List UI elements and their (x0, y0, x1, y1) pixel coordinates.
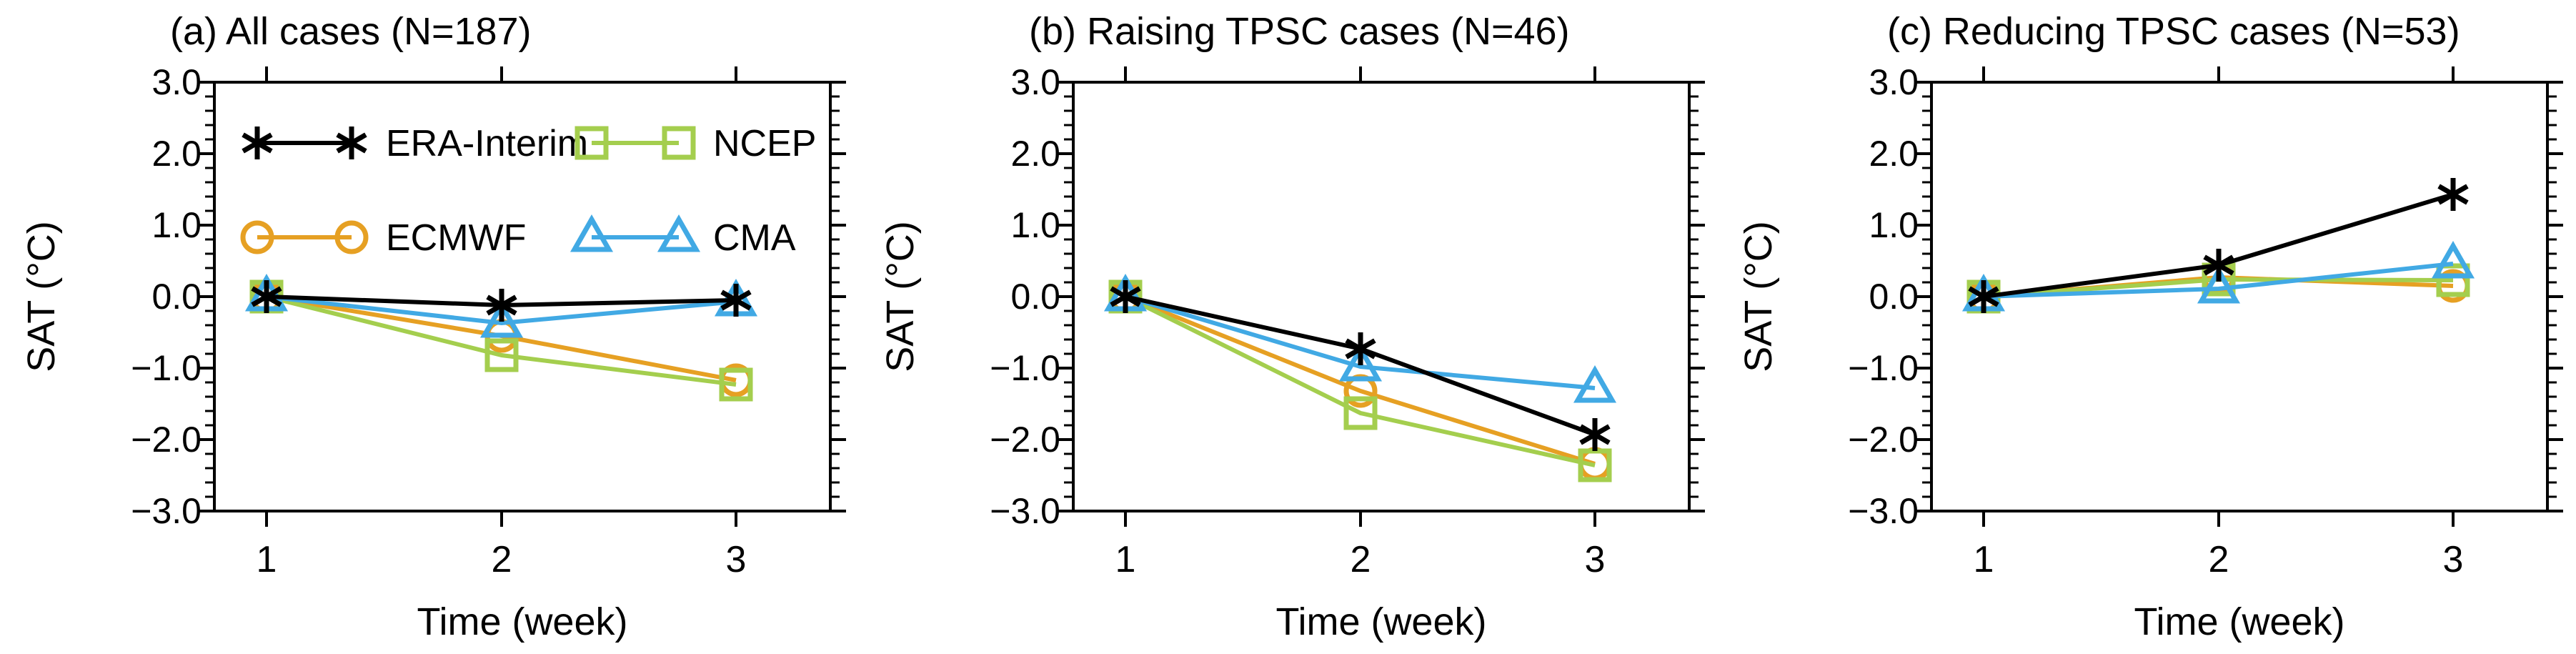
series-ncep (249, 279, 753, 402)
legend-label: NCEP (713, 123, 816, 164)
y-tick-label: −2.0 (990, 420, 1060, 460)
y-tick-label: 2.0 (1869, 134, 1919, 174)
asterisk-marker (2437, 184, 2469, 205)
square-marker (1343, 396, 1378, 430)
asterisk-marker (336, 132, 367, 154)
panel-title: (b) Raising TPSC cases (N=46) (1029, 10, 1570, 53)
y-tick-label: 1.0 (151, 205, 202, 245)
series-era-interim (1968, 178, 2469, 314)
asterisk-marker (1579, 424, 1611, 445)
y-tick-label: −2.0 (131, 420, 202, 460)
asterisk-marker (2203, 254, 2234, 276)
triangle-marker (2432, 240, 2475, 279)
x-tick-label: 3 (726, 539, 747, 580)
panel-a-all-cases: 3.0 2.0 1.0 0.0 −1.0 −2.0 −3.0 1 2 3 (a) All cases… (20, 10, 846, 643)
panel-c-reducing-tpsc-cases: 3.0 2.0 1.0 0.0 −1.0 −2.0 −3.0 1 2 3 (c) Reducing … (1737, 10, 2564, 643)
square-marker (662, 126, 696, 160)
series-era-interim (251, 280, 752, 322)
square-marker (484, 338, 519, 372)
y-tick-label: 2.0 (151, 134, 202, 174)
asterisk-marker (1968, 286, 1999, 307)
x-tick-label: 3 (1584, 539, 1605, 580)
y-axis-label: SAT (°C) (879, 221, 922, 372)
triangle-marker (2197, 265, 2241, 304)
panel-title: (a) All cases (N=187) (170, 10, 532, 53)
square-marker (575, 126, 609, 160)
x-axis-label: Time (week) (417, 600, 628, 643)
y-tick-label: 0.0 (1010, 277, 1060, 317)
asterisk-marker (486, 294, 517, 316)
square-marker (719, 367, 753, 402)
series-line (1984, 262, 2454, 299)
triangle-marker (1573, 365, 1616, 403)
triangle-marker (479, 299, 524, 338)
asterisk-marker (720, 289, 752, 311)
asterisk-marker (1110, 286, 1141, 307)
legend-item-cma: CMA (570, 214, 796, 259)
series-line (1124, 294, 1596, 467)
panel-b-raising-tpsc-cases: 3.0 2.0 1.0 0.0 −1.0 −2.0 −3.0 1 2 3 (b) Raising T… (879, 10, 1705, 643)
triangle-marker (1338, 343, 1382, 382)
y-tick-label: −1.0 (990, 348, 1060, 388)
legend-label: ECMWF (386, 217, 526, 259)
series-line (266, 294, 737, 387)
y-tick-label: 3.0 (151, 62, 202, 102)
x-tick-label: 1 (1974, 539, 1994, 580)
legend-item-ecmwf: ECMWF (240, 217, 526, 259)
y-tick-label: 0.0 (151, 277, 202, 317)
x-axis-label: Time (week) (2134, 600, 2345, 643)
asterisk-marker (251, 286, 282, 307)
y-tick-label: 3.0 (1010, 62, 1060, 102)
y-tick-label: −2.0 (1849, 420, 1919, 460)
circle-marker (334, 220, 369, 254)
y-tick-label: −1.0 (1849, 348, 1919, 388)
x-tick-label: 2 (2209, 539, 2229, 580)
y-tick-label: 0.0 (1869, 277, 1919, 317)
x-tick-label: 2 (1350, 539, 1371, 580)
x-axis-label: Time (week) (1275, 600, 1486, 643)
y-axis-label: SAT (°C) (1737, 221, 1780, 372)
y-axis-label: SAT (°C) (20, 221, 63, 372)
y-tick-label: −1.0 (131, 348, 202, 388)
panel-title: (c) Reducing TPSC cases (N=53) (1887, 10, 2460, 53)
series-era-interim (1110, 280, 1611, 451)
asterisk-marker (242, 132, 273, 154)
triangle-marker (657, 214, 701, 252)
legend-item-ncep: NCEP (575, 123, 816, 164)
y-tick-label: −3.0 (1849, 491, 1919, 531)
series-line (266, 294, 737, 326)
y-tick-label: −3.0 (990, 491, 1060, 531)
x-tick-label: 3 (2443, 539, 2464, 580)
y-tick-label: 3.0 (1869, 62, 1919, 102)
y-tick-label: 1.0 (1010, 205, 1060, 245)
x-tick-label: 2 (492, 539, 512, 580)
legend-label: CMA (713, 217, 796, 259)
series-line (1124, 294, 1596, 466)
y-tick-label: 2.0 (1010, 134, 1060, 174)
x-tick-label: 1 (257, 539, 277, 580)
series-line (1124, 294, 1595, 390)
x-tick-label: 1 (1115, 539, 1135, 580)
circle-marker (240, 220, 274, 254)
legend-item-era-interim: ERA-Interim (242, 123, 588, 164)
triangle-marker (570, 214, 614, 252)
y-tick-label: −3.0 (131, 491, 202, 531)
legend-label: ERA-Interim (386, 123, 588, 164)
asterisk-marker (1345, 338, 1376, 360)
y-tick-label: 1.0 (1869, 205, 1919, 245)
